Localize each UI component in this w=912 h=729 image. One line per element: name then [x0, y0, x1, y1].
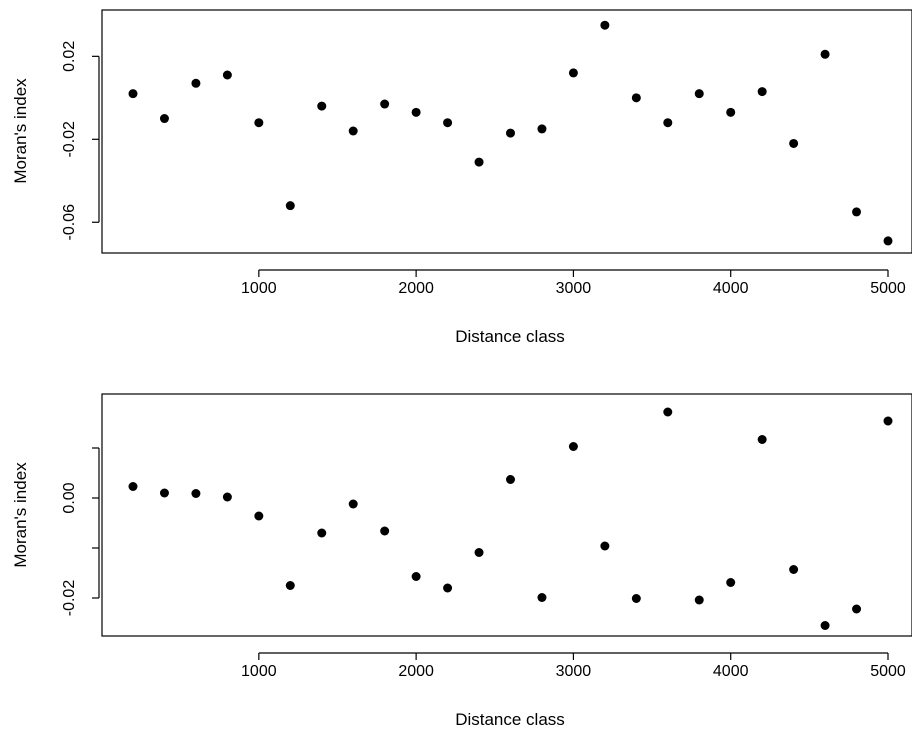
- data-point: [348, 499, 358, 509]
- y-axis-title: Moran's index: [11, 78, 30, 184]
- plot-frame: [101, 9, 912, 254]
- data-point: [726, 578, 736, 587]
- data-point: [317, 528, 327, 538]
- x-tick-label: 3000: [556, 663, 592, 680]
- data-point: [285, 581, 295, 590]
- x-axis-title: Distance class: [455, 327, 565, 346]
- x-tick-label: 5000: [870, 280, 906, 297]
- y-axis: 0.00 -0.02: [61, 447, 100, 617]
- data-point: [159, 488, 169, 498]
- data-point: [820, 49, 830, 59]
- data-point: [568, 68, 578, 78]
- data-point: [411, 572, 421, 581]
- x-tick-label: 4000: [713, 663, 749, 680]
- data-point: [474, 157, 484, 167]
- data-point: [317, 101, 327, 111]
- x-tick-label: 1000: [241, 280, 277, 297]
- data-point: [789, 565, 799, 574]
- data-point: [191, 78, 201, 88]
- data-point: [506, 128, 515, 138]
- data-point: [254, 511, 264, 521]
- x-tick-label: 5000: [870, 663, 906, 680]
- data-point: [380, 99, 390, 109]
- data-point: [883, 416, 893, 426]
- data-point: [663, 118, 673, 128]
- x-tick-label: 3000: [556, 280, 592, 297]
- x-tick-label: 1000: [241, 663, 277, 680]
- y-tick-label: -0.06: [61, 204, 78, 241]
- data-point: [254, 118, 264, 128]
- data-point: [474, 548, 484, 557]
- plot-frame: [101, 393, 912, 637]
- data-point: [757, 87, 767, 97]
- data-point: [631, 93, 641, 103]
- data-point: [159, 114, 169, 124]
- data-point: [852, 604, 862, 614]
- data-point: [443, 583, 453, 593]
- data-point: [222, 492, 232, 502]
- data-point: [663, 407, 673, 417]
- data-point: [852, 207, 862, 217]
- scatter-panel-top: 1000 2000 3000 4000 5000 0.02 -0.02 -0.06 Dist…: [11, 9, 912, 346]
- y-tick-label: -0.02: [61, 580, 78, 617]
- y-tick-label: 0.02: [61, 41, 78, 72]
- x-tick-label: 2000: [398, 663, 434, 680]
- data-points: [128, 407, 893, 630]
- data-point: [128, 482, 138, 491]
- data-point: [191, 489, 201, 498]
- data-point: [883, 236, 893, 246]
- x-axis: 1000 2000 3000 4000 5000: [241, 269, 906, 297]
- data-points: [128, 20, 893, 246]
- data-point: [568, 442, 578, 451]
- data-point: [443, 118, 453, 128]
- data-point: [537, 124, 547, 134]
- y-tick-label: -0.02: [61, 121, 78, 158]
- data-point: [726, 107, 736, 117]
- data-point: [506, 475, 515, 484]
- data-point: [348, 126, 358, 136]
- data-point: [222, 70, 232, 80]
- data-point: [631, 594, 641, 603]
- data-point: [820, 621, 830, 630]
- data-point: [128, 89, 138, 99]
- y-axis: 0.02 -0.02 -0.06: [61, 41, 100, 241]
- data-point: [380, 526, 390, 536]
- data-point: [285, 201, 295, 211]
- data-point: [694, 89, 704, 99]
- data-point: [694, 595, 704, 605]
- data-point: [600, 541, 610, 551]
- scatter-panel-bottom: 1000 2000 3000 4000 5000 0.00 -0.02 Distance …: [11, 393, 912, 729]
- x-axis-title: Distance class: [455, 710, 565, 729]
- data-point: [537, 593, 547, 602]
- y-axis-title: Moran's index: [11, 462, 30, 568]
- y-tick-label: 0.00: [61, 482, 78, 513]
- x-tick-label: 2000: [398, 280, 434, 297]
- x-tick-label: 4000: [713, 280, 749, 297]
- data-point: [411, 107, 421, 117]
- data-point: [600, 20, 610, 30]
- x-axis: 1000 2000 3000 4000 5000: [241, 652, 906, 680]
- data-point: [757, 435, 767, 444]
- data-point: [789, 138, 799, 148]
